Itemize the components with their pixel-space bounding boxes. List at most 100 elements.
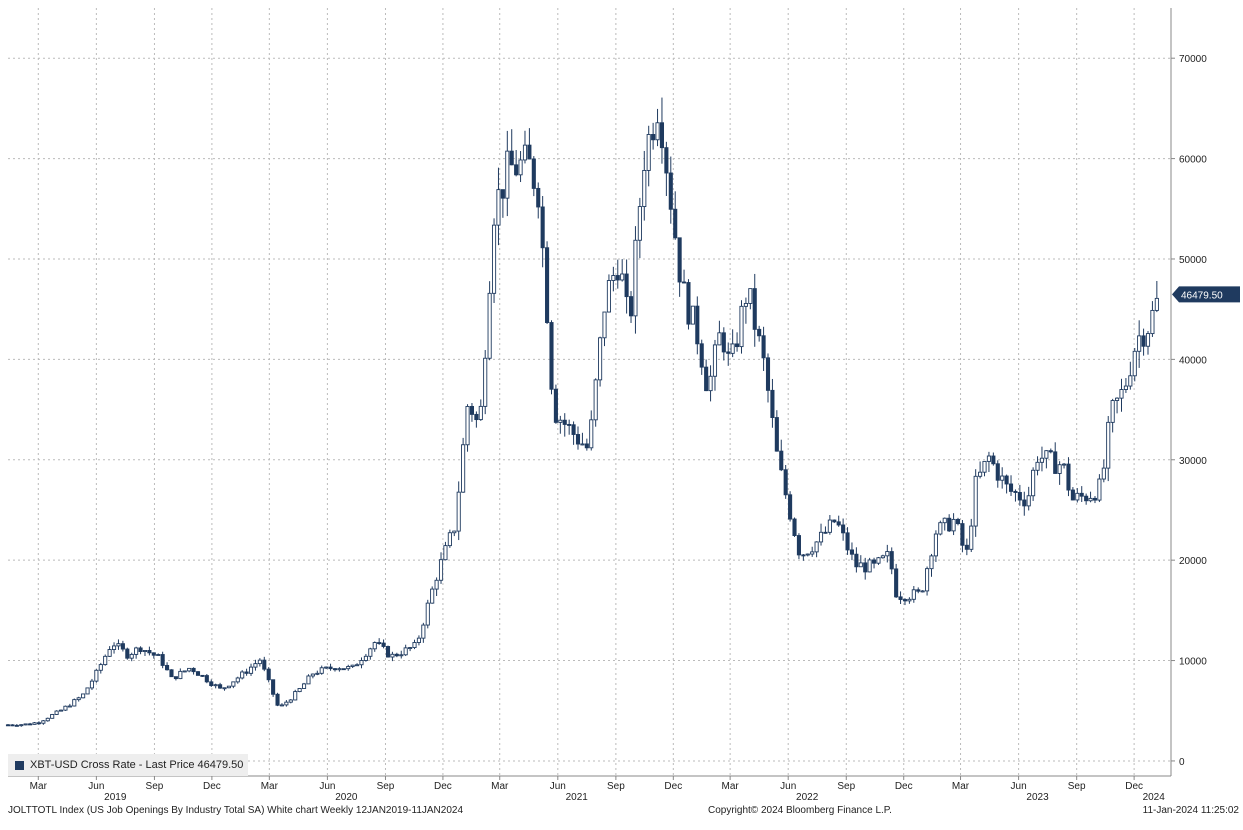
candle-body — [739, 305, 744, 348]
candle-body — [14, 724, 19, 727]
candle-body — [717, 332, 722, 346]
candle-body — [1048, 450, 1053, 453]
candle-body — [165, 664, 170, 671]
candle-body — [332, 668, 338, 671]
legend-swatch — [15, 760, 24, 770]
candle-body — [103, 655, 108, 666]
candle-body — [858, 562, 863, 568]
candle-body — [668, 172, 673, 210]
candle-body — [982, 460, 987, 473]
candle-body — [1017, 492, 1022, 501]
candle-body — [385, 646, 391, 658]
x-tick-label: Jun — [780, 781, 796, 792]
candle-body — [664, 147, 669, 174]
candle-body — [421, 624, 426, 639]
candle-body — [889, 551, 894, 570]
candle-body — [1022, 499, 1027, 507]
candle-body — [942, 517, 947, 524]
candle-layer — [5, 97, 1159, 727]
x-year-label: 2020 — [335, 792, 358, 803]
candle-body — [253, 663, 258, 668]
candle-body — [1053, 451, 1058, 474]
candle-body — [1123, 385, 1128, 390]
candle-body — [1119, 389, 1124, 399]
candle-body — [955, 518, 961, 525]
candle-body — [1110, 400, 1115, 423]
candle-body — [58, 709, 64, 712]
candle-body — [880, 555, 885, 559]
candle-body — [257, 659, 262, 665]
candle-body — [129, 653, 134, 659]
candle-body — [169, 669, 174, 678]
candle-body — [279, 704, 285, 707]
candle-body — [1115, 397, 1120, 401]
x-year-label: 2024 — [1143, 792, 1166, 803]
candle-body — [293, 691, 298, 701]
legend-label: XBT-USD Cross Rate - Last Price 46479.50 — [30, 759, 244, 771]
candle-body — [567, 423, 572, 426]
candle-body — [434, 579, 439, 590]
candle-body — [849, 549, 855, 555]
candle-body — [704, 366, 709, 392]
candle-body — [885, 551, 890, 557]
chart-legend: XBT-USD Cross Rate - Last Price 46479.50 — [8, 754, 248, 776]
candle-body — [558, 419, 563, 423]
candle-body — [390, 653, 395, 658]
candle-body — [399, 654, 404, 657]
candle-body — [1084, 495, 1089, 502]
candle-body — [827, 519, 832, 533]
candle-body — [1039, 457, 1045, 463]
candle-body — [545, 247, 550, 323]
candle-body — [452, 530, 457, 534]
footer-timestamp: 11-Jan-2024 11:25:02 — [1142, 805, 1239, 816]
candle-body — [306, 675, 311, 685]
candle-body — [173, 676, 178, 680]
candle-body — [478, 405, 483, 421]
x-tick-label: Jun — [319, 781, 335, 792]
candle-body — [443, 545, 448, 561]
candle-body — [1088, 497, 1093, 502]
candle-body — [611, 275, 616, 281]
candle-body — [85, 687, 90, 695]
candle-body — [368, 648, 373, 657]
candle-body — [262, 659, 267, 670]
footer-ticker-description: JOLTTOTL Index (US Job Openings By Indus… — [8, 805, 464, 816]
candle-body — [584, 443, 589, 449]
candle-body — [240, 671, 245, 679]
candle-body — [752, 288, 757, 330]
candle-body — [204, 675, 209, 683]
candle-body — [712, 344, 718, 377]
candle-body — [902, 599, 908, 602]
candle-body — [32, 722, 37, 725]
candle-body — [571, 424, 576, 435]
y-tick-label: 70000 — [1179, 54, 1207, 65]
candle-body — [730, 343, 735, 354]
candle-body — [89, 680, 95, 689]
candle-body — [111, 645, 117, 650]
candle-body — [28, 723, 33, 726]
candle-body — [496, 189, 501, 226]
candle-body — [271, 679, 276, 695]
candle-body — [372, 642, 377, 650]
candle-body — [655, 122, 660, 141]
candle-body — [248, 666, 254, 674]
candle-body — [1013, 490, 1018, 493]
candle-body — [735, 343, 740, 348]
candle-body — [222, 687, 227, 690]
candle-body — [98, 664, 103, 671]
candle-body — [350, 664, 355, 667]
candle-body — [235, 677, 240, 683]
candle-body — [328, 666, 333, 670]
candle-body — [836, 521, 841, 526]
candle-body — [898, 596, 903, 600]
candle-body — [1026, 495, 1031, 507]
candle-body — [580, 443, 585, 446]
y-tick-label: 60000 — [1179, 155, 1207, 166]
candle-body — [1075, 492, 1080, 501]
candle-body — [5, 724, 11, 727]
candle-body — [854, 553, 859, 568]
candle-body — [761, 335, 766, 359]
y-tick-label: 0 — [1179, 757, 1185, 768]
